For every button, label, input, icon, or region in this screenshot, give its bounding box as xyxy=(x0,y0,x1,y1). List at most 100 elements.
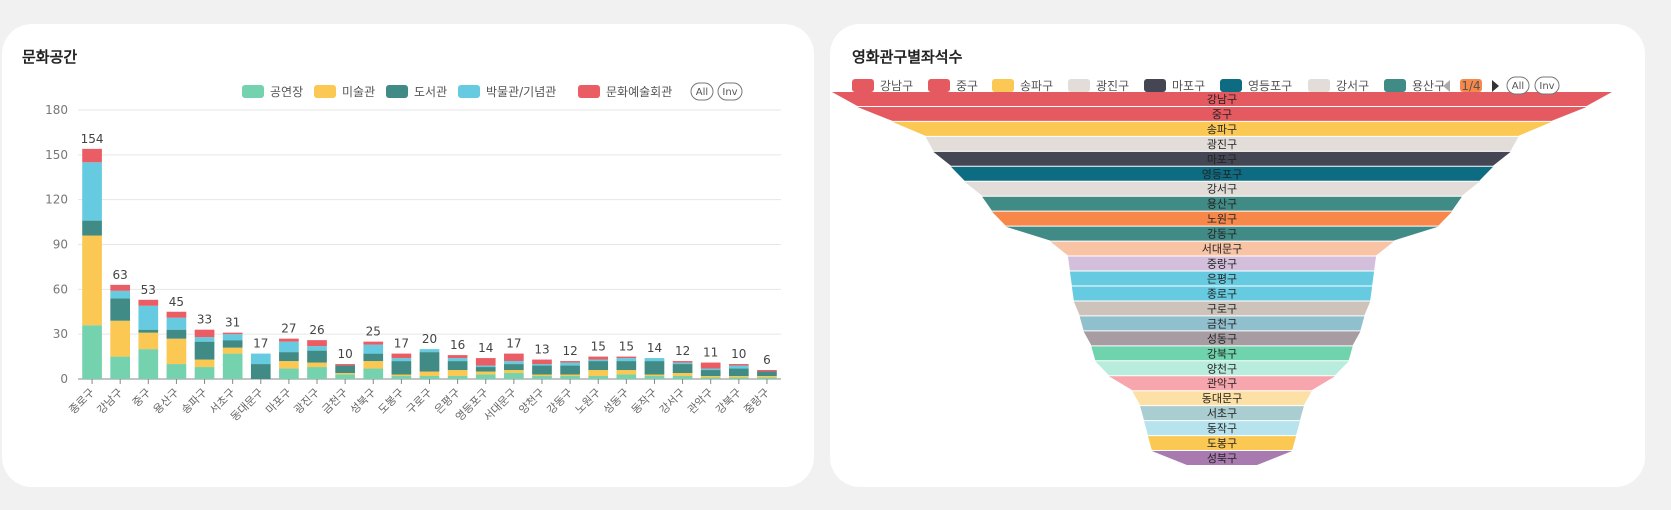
bar-segment[interactable] xyxy=(363,341,384,345)
bar-segment[interactable] xyxy=(560,376,580,379)
legend-label[interactable]: 광진구 xyxy=(1096,79,1129,93)
bar-segment[interactable] xyxy=(700,362,721,369)
funnel-segment[interactable] xyxy=(832,92,1612,106)
legend-label[interactable]: 마포구 xyxy=(1172,79,1205,93)
legend-label[interactable]: 도서관 xyxy=(414,85,447,99)
bar-segment[interactable] xyxy=(138,332,159,350)
bar-segment[interactable] xyxy=(447,376,468,379)
bar-segment[interactable] xyxy=(644,376,665,379)
bar-segment[interactable] xyxy=(644,361,665,375)
legend-swatch[interactable] xyxy=(1068,79,1090,92)
bar-segment[interactable] xyxy=(728,364,749,366)
legend-swatch[interactable] xyxy=(1220,79,1242,92)
legend-label[interactable]: 중구 xyxy=(956,79,978,93)
legend-label[interactable]: 강남구 xyxy=(880,79,913,93)
bar-segment[interactable] xyxy=(166,364,187,379)
bar-segment[interactable] xyxy=(616,370,637,375)
funnel-segment[interactable] xyxy=(933,151,1511,166)
legend-swatch[interactable] xyxy=(242,85,264,98)
funnel-segment[interactable] xyxy=(1151,451,1293,465)
bar-segment[interactable] xyxy=(447,358,468,362)
bar-segment[interactable] xyxy=(138,349,159,379)
bar-segment[interactable] xyxy=(307,367,327,379)
bar-segment[interactable] xyxy=(138,305,159,330)
bar-segment[interactable] xyxy=(504,364,524,371)
legend-swatch[interactable] xyxy=(1460,79,1482,92)
bar-segment[interactable] xyxy=(504,373,524,379)
bar-segment[interactable] xyxy=(616,374,637,379)
bar-segment[interactable] xyxy=(391,353,412,359)
bar-segment[interactable] xyxy=(335,364,355,366)
bar-segment[interactable] xyxy=(363,361,384,369)
bar-segment[interactable] xyxy=(194,367,215,379)
bar-segment[interactable] xyxy=(250,364,271,379)
bar-segment[interactable] xyxy=(335,374,355,379)
bar-segment[interactable] xyxy=(757,371,777,377)
legend-prev-icon[interactable] xyxy=(1443,80,1450,92)
funnel-segment[interactable] xyxy=(1091,346,1353,361)
bar-segment[interactable] xyxy=(82,325,102,379)
bar-segment[interactable] xyxy=(560,365,580,375)
bar-segment[interactable] xyxy=(588,359,609,362)
bar-segment[interactable] xyxy=(307,340,327,347)
bar-segment[interactable] xyxy=(110,298,131,321)
bar-segment[interactable] xyxy=(335,373,355,375)
bar-segment[interactable] xyxy=(757,370,777,372)
bar-segment[interactable] xyxy=(363,353,384,362)
bar-segment[interactable] xyxy=(335,365,355,374)
bar-segment[interactable] xyxy=(250,353,271,365)
bar-segment[interactable] xyxy=(616,356,637,359)
legend-label[interactable]: 미술관 xyxy=(342,85,375,99)
bar-segment[interactable] xyxy=(222,334,243,341)
bar-segment[interactable] xyxy=(82,162,102,221)
bar-segment[interactable] xyxy=(307,362,327,368)
funnel-segment[interactable] xyxy=(1073,301,1371,316)
bar-segment[interactable] xyxy=(419,352,440,372)
bar-segment[interactable] xyxy=(532,374,552,377)
legend-label[interactable]: 영등포구 xyxy=(1248,79,1292,93)
bar-segment[interactable] xyxy=(532,359,552,365)
legend-label[interactable]: 공연장 xyxy=(270,85,303,99)
bar-segment[interactable] xyxy=(279,368,299,379)
bar-segment[interactable] xyxy=(728,377,749,379)
bar-segment[interactable] xyxy=(475,371,496,375)
bar-segment[interactable] xyxy=(475,365,496,368)
bar-segment[interactable] xyxy=(475,358,496,366)
bar-segment[interactable] xyxy=(700,370,721,377)
bar-segment[interactable] xyxy=(391,376,412,379)
bar-segment[interactable] xyxy=(672,373,693,377)
bar-segment[interactable] xyxy=(110,356,131,379)
funnel-segment[interactable] xyxy=(1067,256,1377,271)
bar-segment[interactable] xyxy=(138,299,159,306)
funnel-segment[interactable] xyxy=(892,121,1552,136)
inv-button-label[interactable]: Inv xyxy=(1539,81,1554,92)
bar-segment[interactable] xyxy=(757,377,777,379)
legend-label[interactable]: 박물관/기념관 xyxy=(486,85,556,99)
legend-swatch[interactable] xyxy=(458,85,480,98)
legend-label[interactable]: 강서구 xyxy=(1336,79,1369,93)
bar-segment[interactable] xyxy=(194,337,215,342)
funnel-segment[interactable] xyxy=(1140,406,1304,421)
bar-segment[interactable] xyxy=(757,376,777,378)
bar-segment[interactable] xyxy=(504,361,524,365)
bar-segment[interactable] xyxy=(279,352,299,362)
legend-swatch[interactable] xyxy=(1308,79,1330,92)
bar-segment[interactable] xyxy=(672,361,693,363)
legend-label[interactable]: 용산구 xyxy=(1412,79,1445,93)
bar-segment[interactable] xyxy=(222,332,243,335)
bar-segment[interactable] xyxy=(616,358,637,362)
legend-label[interactable]: 송파구 xyxy=(1020,79,1053,93)
bar-segment[interactable] xyxy=(307,346,327,351)
funnel-segment[interactable] xyxy=(950,166,1494,181)
bar-segment[interactable] xyxy=(560,374,580,377)
bar-segment[interactable] xyxy=(194,329,215,338)
bar-segment[interactable] xyxy=(222,340,243,348)
legend-swatch[interactable] xyxy=(1384,79,1406,92)
inv-button[interactable] xyxy=(717,82,743,101)
bar-segment[interactable] xyxy=(560,361,580,363)
bar-segment[interactable] xyxy=(700,376,721,378)
funnel-segment[interactable] xyxy=(1147,436,1297,451)
bar-segment[interactable] xyxy=(672,362,693,365)
bar-segment[interactable] xyxy=(391,358,412,362)
legend-swatch[interactable] xyxy=(578,85,600,98)
